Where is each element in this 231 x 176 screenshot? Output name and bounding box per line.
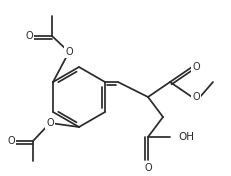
Text: O: O [25,31,33,41]
Text: O: O [143,163,151,173]
Text: O: O [191,92,199,102]
Text: O: O [46,118,54,128]
Text: O: O [191,62,199,72]
Text: O: O [7,136,15,146]
Text: OH: OH [177,132,193,142]
Text: O: O [65,47,73,57]
